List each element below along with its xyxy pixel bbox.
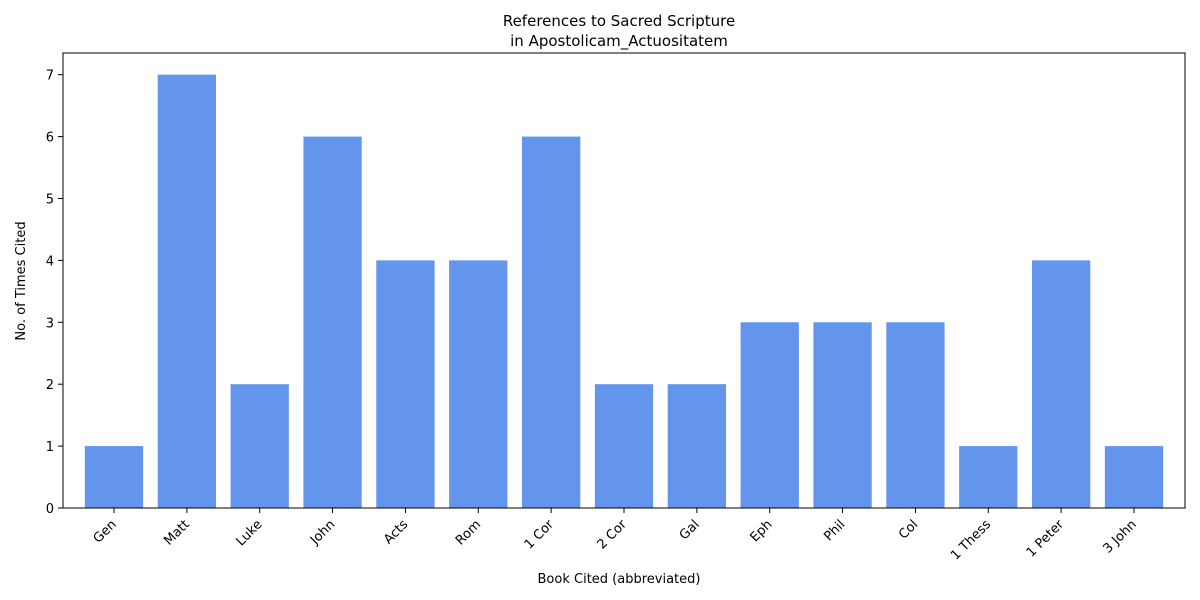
bars-group	[84, 74, 1164, 509]
y-tick-label: 6	[46, 131, 54, 146]
bar-rom	[449, 260, 508, 508]
x-axis-ticks: Gen Matt Luke John Acts Rom 1 Cor 2 Cor Gal Eph Ph…	[91, 508, 1140, 563]
y-tick-label: 5	[46, 192, 54, 207]
x-tick-label: Phil	[821, 517, 848, 544]
y-tick-label: 7	[46, 69, 54, 84]
bar-phil	[813, 322, 872, 508]
x-tick-label: 3 John	[1100, 517, 1139, 556]
y-tick-label: 1	[46, 440, 54, 455]
x-tick-label: Luke	[233, 517, 265, 549]
x-tick-label: John	[307, 517, 338, 548]
bar-luke	[230, 384, 289, 508]
x-tick-label: 1 Cor	[522, 517, 558, 553]
x-tick-label: Eph	[747, 517, 775, 545]
x-tick-label: Col	[896, 517, 921, 542]
bar-1-peter	[1032, 260, 1091, 508]
y-tick-label: 0	[46, 502, 54, 517]
chart-title-line-1: References to Sacred Scripture	[503, 12, 735, 30]
x-tick-label: Acts	[381, 517, 411, 547]
x-tick-label: 1 Thess	[948, 517, 994, 563]
y-axis-ticks: 0 1 2 3 4 5 6 7	[46, 69, 63, 517]
bar-gal	[667, 384, 726, 508]
x-axis-label: Book Cited (abbreviated)	[538, 572, 701, 587]
plot-frame	[62, 52, 1186, 509]
bar-col	[886, 322, 945, 508]
x-tick-label: Matt	[161, 517, 192, 548]
bar-3-john	[1104, 446, 1164, 508]
bar-gen	[84, 446, 144, 508]
chart-title: References to Sacred Scripture in Aposto…	[503, 12, 735, 51]
x-tick-label: 1 Peter	[1024, 517, 1068, 561]
bar-2-cor	[594, 384, 654, 508]
bar-1-cor	[522, 136, 581, 509]
y-tick-label: 2	[46, 378, 54, 393]
bar-john	[303, 136, 362, 509]
y-tick-label: 4	[46, 254, 54, 269]
bar-eph	[740, 322, 799, 508]
bar-acts	[376, 260, 435, 508]
x-tick-label: 2 Cor	[595, 517, 631, 553]
chart-title-line-2: in Apostolicam_Actuositatem	[510, 32, 728, 51]
x-tick-label: Gal	[677, 517, 703, 543]
x-tick-label: Rom	[453, 517, 484, 548]
y-tick-label: 3	[46, 316, 54, 331]
y-axis-label: No. of Times Cited	[14, 221, 29, 340]
x-tick-label: Gen	[91, 517, 120, 546]
bar-matt	[157, 74, 216, 509]
bar-1-thess	[959, 446, 1018, 508]
